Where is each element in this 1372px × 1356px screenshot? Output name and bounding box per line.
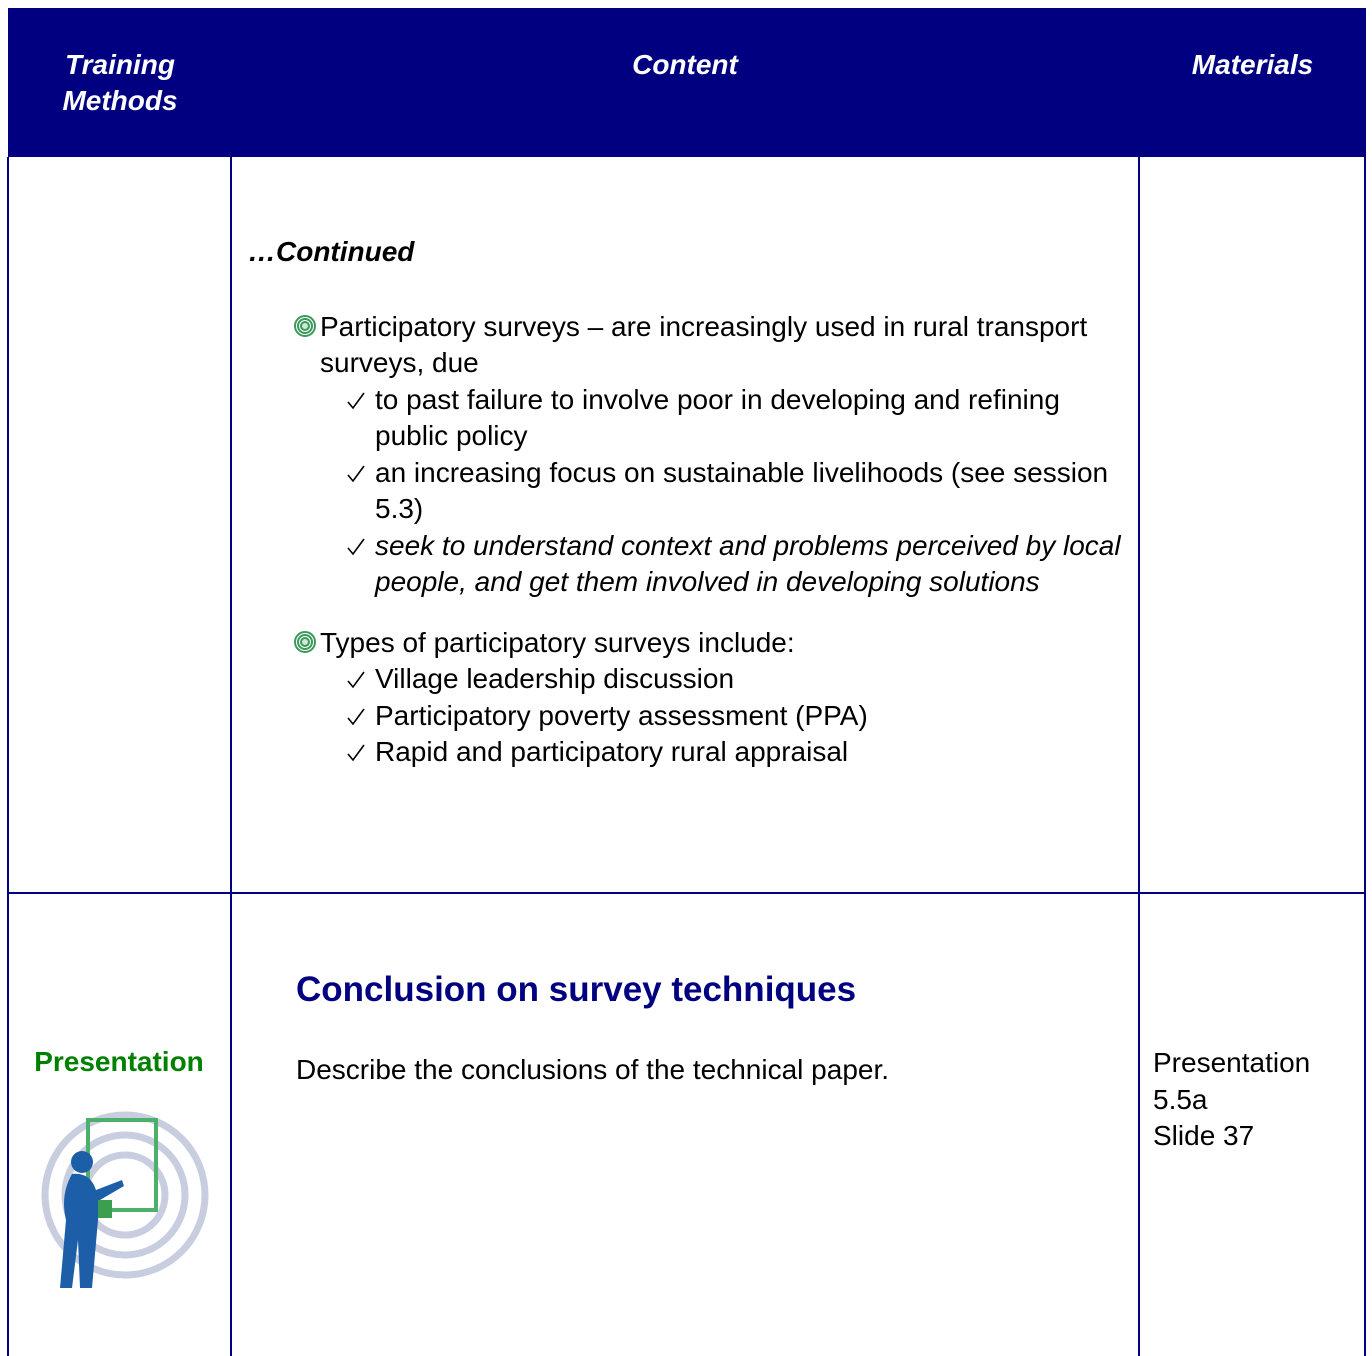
section-heading: Conclusion on survey techniques bbox=[296, 970, 857, 1009]
ring bbox=[300, 636, 310, 647]
check-item: Village leadership discussion bbox=[248, 661, 1128, 698]
check-icon bbox=[347, 671, 365, 689]
check-icon bbox=[347, 744, 365, 762]
row-content: …Continued Participatory surveys – are i… bbox=[248, 234, 1128, 795]
ring bbox=[294, 314, 316, 337]
check-text: to past failure to involve poor in devel… bbox=[375, 383, 1060, 452]
check-item: seek to understand context and problems … bbox=[248, 528, 1128, 601]
bullet-icon bbox=[294, 630, 316, 653]
bullet-text: Types of participatory surveys include: bbox=[320, 626, 795, 658]
material-line: Slide 37 bbox=[1153, 1120, 1255, 1151]
check bbox=[347, 465, 365, 482]
check-item: Participatory poverty assessment (PPA) bbox=[248, 698, 1128, 735]
check-icon bbox=[347, 708, 365, 725]
check bbox=[347, 744, 365, 762]
bullet: Participatory surveys – are increasingly… bbox=[248, 309, 1128, 601]
check-icon bbox=[347, 392, 365, 409]
bullet-text: Participatory surveys – are increasingly… bbox=[320, 310, 1088, 379]
bullet-icon bbox=[294, 314, 316, 337]
border bbox=[7, 892, 1366, 894]
border bbox=[230, 157, 232, 1356]
check-list: Village leadership discussion Participato… bbox=[248, 661, 1128, 771]
check-item: Rapid and participatory rural appraisal bbox=[248, 734, 1128, 771]
continued: …Continued bbox=[248, 236, 415, 267]
check-text: seek to understand context and problems … bbox=[375, 529, 1121, 598]
material-line: 5.5a bbox=[1153, 1083, 1208, 1115]
header-cell: Content bbox=[632, 49, 738, 80]
check-item: an increasing focus on sustainable livel… bbox=[248, 455, 1128, 528]
header-row bbox=[8, 8, 1366, 157]
check-text: Village leadership discussion bbox=[375, 663, 735, 694]
check bbox=[347, 708, 365, 725]
method: Presentation bbox=[34, 1046, 204, 1077]
check-text: Rapid and participatory rural appraisal bbox=[375, 736, 849, 767]
check-icon bbox=[347, 538, 365, 555]
check-item: to past failure to involve poor in devel… bbox=[248, 382, 1128, 455]
header-cell: Materials bbox=[1191, 49, 1314, 80]
section-text: Describe the conclusions of the technica… bbox=[296, 1054, 890, 1085]
ring bbox=[300, 320, 310, 331]
check bbox=[347, 392, 365, 409]
check-text: an increasing focus on sustainable livel… bbox=[375, 456, 1109, 525]
border bbox=[1138, 157, 1140, 1356]
presenter-icon bbox=[41, 1111, 209, 1288]
header-cell: Training Methods bbox=[62, 49, 178, 116]
ring bbox=[297, 633, 313, 650]
check-list: to past failure to involve poor in devel… bbox=[248, 382, 1128, 601]
border bbox=[1364, 157, 1366, 1356]
material-line: Presentation bbox=[1153, 1047, 1311, 1078]
check-icon bbox=[347, 465, 365, 482]
materials: Presentation 5.5a Slide 37 bbox=[1153, 1045, 1358, 1155]
check bbox=[347, 538, 365, 555]
check-text: Participatory poverty assessment (PPA) bbox=[375, 699, 868, 731]
border bbox=[7, 157, 9, 1356]
check bbox=[347, 671, 365, 689]
ring bbox=[294, 630, 316, 653]
bullet: Types of participatory surveys include: V… bbox=[248, 625, 1128, 771]
ring bbox=[297, 317, 313, 334]
bullet-list: Participatory surveys – are increasingly… bbox=[248, 309, 1128, 771]
